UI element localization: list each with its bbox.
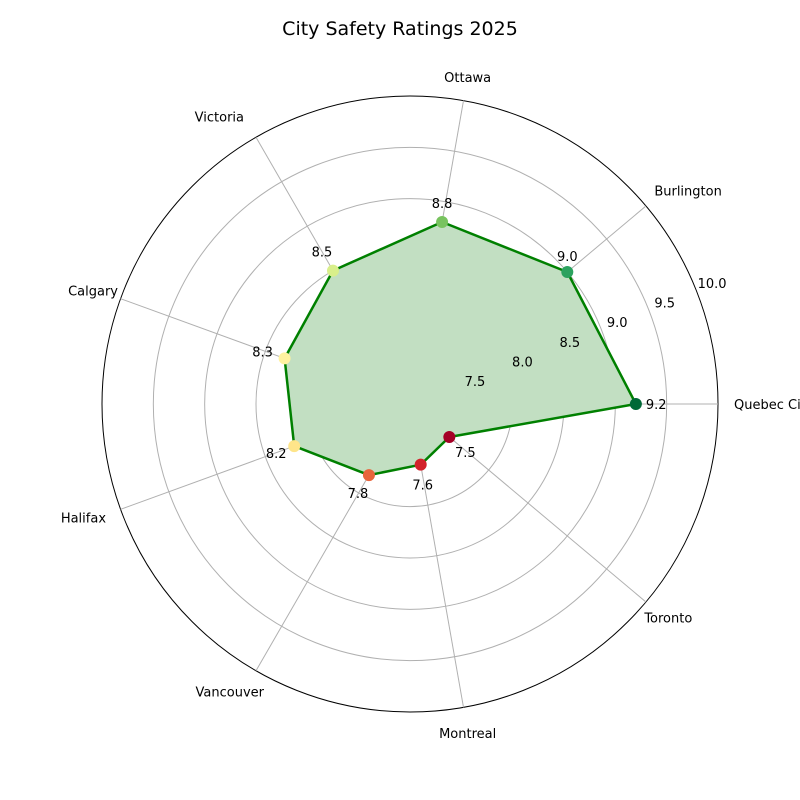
value-label: 8.2 — [266, 447, 287, 462]
value-label: 7.5 — [455, 446, 476, 461]
value-label: 9.0 — [557, 250, 578, 265]
category-label: Toronto — [643, 611, 692, 626]
r-tick-label: 9.0 — [607, 316, 628, 331]
category-label: Victoria — [195, 110, 244, 125]
r-tick-label: 8.5 — [559, 336, 580, 351]
value-label: 8.3 — [252, 345, 273, 360]
r-tick-label: 9.5 — [654, 296, 675, 311]
value-label: 8.8 — [432, 197, 453, 212]
category-label: Halifax — [61, 512, 107, 527]
data-layer — [278, 216, 642, 482]
data-point — [362, 469, 375, 482]
r-tick-label: 7.5 — [465, 375, 486, 390]
data-point — [414, 458, 427, 471]
value-label: 8.5 — [312, 246, 333, 261]
series-line — [283, 220, 638, 477]
value-label: 9.2 — [646, 398, 667, 413]
data-point — [561, 266, 574, 279]
data-point — [629, 398, 642, 410]
category-label: Montreal — [439, 727, 496, 742]
r-tick-label: 8.0 — [512, 355, 533, 370]
value-label: 7.8 — [348, 487, 369, 502]
r-tick-label: 10.0 — [698, 277, 727, 292]
data-point — [278, 352, 291, 365]
value-label: 7.6 — [412, 479, 433, 494]
category-label: Quebec City — [734, 398, 800, 413]
data-point — [436, 216, 449, 229]
category-label: Calgary — [68, 284, 118, 299]
data-point — [288, 440, 301, 453]
label-layer: 7.5 8.0 8.5 9.0 9.5 10.0 9.2 9.0 8.8 8.5 8.3 8.2 7.8… — [61, 71, 800, 742]
data-point — [443, 430, 456, 443]
category-label: Vancouver — [196, 686, 265, 701]
series-area — [284, 222, 636, 476]
category-label: Ottawa — [444, 71, 491, 86]
category-label: Burlington — [654, 185, 722, 200]
chart-title: City Safety Ratings 2025 — [282, 18, 518, 40]
data-point — [327, 264, 339, 277]
